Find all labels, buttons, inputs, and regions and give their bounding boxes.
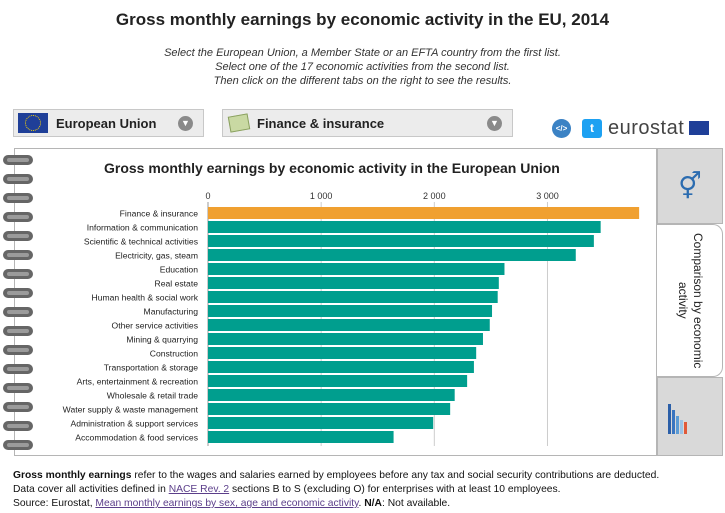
bar	[208, 221, 601, 233]
bar	[208, 263, 505, 275]
x-tick-label: 0	[205, 191, 210, 201]
na-term: N/A	[364, 498, 382, 509]
source-link[interactable]: Mean monthly earnings by sex, age and ec…	[95, 498, 359, 509]
binding-ring	[3, 326, 33, 336]
eurostat-logo[interactable]: eurostat	[608, 117, 685, 139]
tab-comparison-label: Comparison by economic activity	[676, 232, 705, 369]
category-label: Accommodation & food services	[75, 433, 198, 443]
bar	[208, 375, 468, 387]
footnote: Gross monthly earnings refer to the wage…	[13, 469, 659, 511]
bar	[208, 291, 498, 303]
bar	[208, 361, 474, 373]
binding-ring	[3, 364, 33, 374]
bar	[208, 277, 499, 289]
bar	[208, 235, 594, 247]
bar	[208, 319, 490, 331]
binding-ring	[3, 250, 33, 260]
chart-title: Gross monthly earnings by economic activ…	[104, 160, 560, 176]
footnote-term: Gross monthly earnings	[13, 470, 132, 481]
activity-select[interactable]: Finance & insurance ▼	[222, 109, 513, 137]
bar	[208, 389, 455, 401]
bar	[208, 403, 451, 415]
bar	[208, 417, 434, 429]
category-label: Real estate	[155, 279, 199, 289]
bar	[208, 333, 483, 345]
category-label: Other service activities	[112, 321, 198, 331]
twitter-icon[interactable]: t	[582, 119, 602, 138]
category-label: Human health & social work	[91, 293, 198, 303]
footnote-line-1: Gross monthly earnings refer to the wage…	[13, 469, 659, 483]
binding-ring	[3, 440, 33, 450]
category-label: Wholesale & retail trade	[107, 391, 198, 401]
country-select-label: European Union	[56, 115, 157, 131]
chevron-down-icon: ▼	[487, 116, 502, 131]
footnote-text: sections B to S (excluding O) for enterp…	[229, 484, 561, 495]
binding-ring	[3, 231, 33, 241]
instruction-line: Select one of the 17 economic activities…	[215, 61, 510, 73]
binding-ring	[3, 174, 33, 184]
instructions: Select the European Union, a Member Stat…	[0, 46, 725, 88]
category-label: Administration & support services	[70, 419, 198, 429]
category-label: Finance & insurance	[120, 209, 199, 219]
binding-ring	[3, 193, 33, 203]
binding-ring	[3, 155, 33, 165]
x-tick-label: 2 000	[423, 191, 446, 201]
tab-gender[interactable]: ⚥	[657, 148, 723, 224]
binding-ring	[3, 307, 33, 317]
category-label: Mining & quarrying	[126, 335, 198, 345]
gender-icon: ⚥	[678, 171, 702, 201]
embed-code-icon[interactable]: </>	[552, 119, 571, 138]
category-label: Education	[160, 265, 198, 275]
footnote-line-3: Source: Eurostat, Mean monthly earnings …	[13, 497, 659, 511]
country-select[interactable]: European Union ▼	[13, 109, 204, 137]
category-label: Information & communication	[87, 223, 199, 233]
category-label: Construction	[150, 349, 198, 359]
eu-flag-icon	[689, 121, 709, 135]
x-tick-label: 1 000	[310, 191, 333, 201]
binding-ring	[3, 345, 33, 355]
binding-ring	[3, 421, 33, 431]
binding-ring	[3, 288, 33, 298]
bar	[208, 207, 640, 219]
bar	[208, 305, 493, 317]
category-label: Scientific & technical activities	[84, 237, 198, 247]
binding-ring	[3, 212, 33, 222]
binding-ring	[3, 402, 33, 412]
nace-link[interactable]: NACE Rev. 2	[168, 484, 230, 495]
footnote-line-2: Data cover all activities defined in NAC…	[13, 483, 659, 497]
chevron-down-icon: ▼	[178, 116, 193, 131]
category-label: Manufacturing	[144, 307, 199, 317]
footnote-text: refer to the wages and salaries earned b…	[131, 470, 660, 481]
activity-select-label: Finance & insurance	[257, 115, 385, 131]
tab-time-series[interactable]	[657, 377, 723, 456]
binding-ring	[3, 383, 33, 393]
instruction-line: Then click on the different tabs on the …	[213, 75, 512, 87]
bar	[208, 249, 576, 261]
footnote-text: : Not available.	[381, 498, 451, 509]
category-label: Transportation & storage	[104, 363, 198, 373]
bar-chart-icon	[668, 404, 687, 434]
eu-flag-icon	[18, 113, 48, 133]
category-label: Electricity, gas, steam	[115, 251, 198, 261]
binding-ring	[3, 269, 33, 279]
instruction-line: Select the European Union, a Member Stat…	[164, 47, 561, 59]
footnote-text: Source: Eurostat,	[13, 498, 96, 509]
footnote-text: .	[358, 498, 365, 509]
bar	[208, 431, 394, 443]
page-title: Gross monthly earnings by economic activ…	[115, 10, 610, 29]
category-label: Water supply & waste management	[63, 405, 199, 415]
tab-comparison[interactable]: Comparison by economic activity	[657, 224, 723, 377]
category-label: Arts, entertainment & recreation	[77, 377, 199, 387]
x-tick-label: 3 000	[536, 191, 559, 201]
footnote-text: Data cover all activities defined in	[13, 484, 169, 495]
bar	[208, 347, 477, 359]
